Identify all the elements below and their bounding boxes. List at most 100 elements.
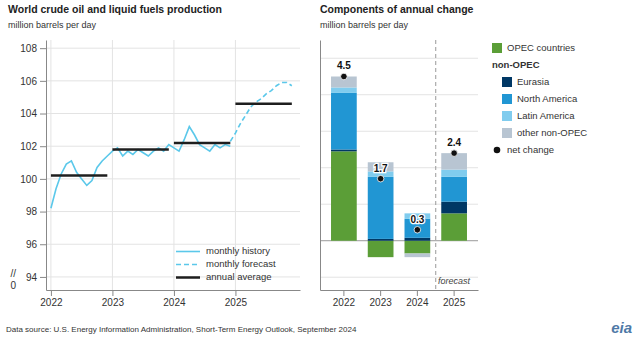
x-axis-tick: 2022 xyxy=(40,290,63,308)
x-axis-tick: 2025 xyxy=(443,290,466,308)
y-axis-tick: 104 xyxy=(20,108,46,119)
tick-label: 104 xyxy=(20,108,37,119)
bar xyxy=(368,177,394,239)
y-axis-tick: 106 xyxy=(20,76,46,87)
legend-swatch xyxy=(176,276,200,279)
x-axis-tick: 2023 xyxy=(370,290,393,308)
tick-mark xyxy=(40,179,46,180)
tick-label: 2022 xyxy=(333,297,356,308)
y-axis xyxy=(320,41,321,291)
tick-label: 106 xyxy=(20,76,37,87)
tick-mark xyxy=(40,114,46,115)
y-axis-tick: 100 xyxy=(20,174,46,185)
grid-line xyxy=(46,48,300,49)
grid xyxy=(46,40,300,290)
legend-swatch xyxy=(502,94,512,104)
left-panel: 2022202320242025949698100102104106108//0… xyxy=(10,40,300,308)
legend-swatch xyxy=(176,264,200,266)
y-axis-tick: 102 xyxy=(20,141,46,152)
line xyxy=(230,82,292,141)
grid-line xyxy=(46,211,300,212)
tick-label: 2025 xyxy=(225,297,248,308)
segment xyxy=(112,148,168,151)
tick-label: 96 xyxy=(26,239,38,250)
point xyxy=(414,226,421,233)
chart: 2022202320242025949698100102104106108//0… xyxy=(0,0,640,338)
legend: monthly historymonthly forecastannual av… xyxy=(176,245,276,282)
legend-item: monthly history xyxy=(176,245,270,256)
tick-mark xyxy=(40,146,46,147)
y-axis-label: million barrels per day xyxy=(320,20,409,30)
legend-item: other non-OPEC xyxy=(502,127,587,138)
legend-label: Eurasia xyxy=(517,76,550,87)
tick-mark xyxy=(40,48,46,49)
bar xyxy=(405,241,431,254)
grid-line xyxy=(50,40,51,290)
data-label: 0.3 xyxy=(410,214,424,225)
tick-mark xyxy=(40,212,46,213)
tick-label: 2022 xyxy=(40,297,63,308)
tick-label: 108 xyxy=(20,43,37,54)
x-axis: 2022 2023 2024 2025 xyxy=(321,290,479,308)
grid-line xyxy=(46,178,300,179)
tick-label: 2024 xyxy=(163,297,186,308)
legend-item: Latin America xyxy=(502,110,575,121)
bar xyxy=(441,177,467,202)
data-label: 4.5 xyxy=(337,60,351,71)
data-label: 2.4 xyxy=(447,137,461,148)
grid xyxy=(320,58,478,277)
bar xyxy=(441,202,467,214)
tick-mark xyxy=(40,244,46,245)
tick-label: 100 xyxy=(20,174,37,185)
bar xyxy=(405,238,431,241)
legend-item: Eurasia xyxy=(502,76,550,87)
logo: eia xyxy=(611,319,632,336)
footer: Data source: U.S. Energy Information Adm… xyxy=(6,325,357,334)
bar xyxy=(331,151,357,240)
tick-label: 2023 xyxy=(102,297,125,308)
x-axis-tick: 2023 xyxy=(102,290,125,308)
x-axis-tick: 2024 xyxy=(163,290,186,308)
right-panel: 2022 2023 2024 2025 4.5 1.7 0.3 2.4 forecast OPEC… xyxy=(320,40,587,308)
annotation: forecast xyxy=(438,276,471,286)
bar xyxy=(441,170,467,177)
segment xyxy=(174,142,230,145)
legend-item: monthly forecast xyxy=(176,258,276,269)
legend-group: non-OPEC xyxy=(492,59,540,70)
legend-label: other non-OPEC xyxy=(517,127,587,138)
tick-mark xyxy=(40,81,46,82)
point xyxy=(451,150,458,157)
plot-area xyxy=(51,82,292,208)
forecast-separator xyxy=(435,40,436,290)
tick-label: 2023 xyxy=(370,297,393,308)
legend-item: North America xyxy=(502,93,578,104)
grid-line xyxy=(173,40,174,290)
tick-mark xyxy=(454,290,455,296)
chart-title: Components of annual change xyxy=(320,3,474,15)
bar xyxy=(368,239,394,241)
tick-label: 2025 xyxy=(443,297,466,308)
legend-label: North America xyxy=(517,93,578,104)
grid-line xyxy=(46,113,300,114)
tick-mark xyxy=(174,290,175,296)
legend-label: OPEC countries xyxy=(507,42,575,53)
plot-area xyxy=(331,73,467,257)
point xyxy=(341,73,348,80)
x-axis: 2022 2023 2024 2025 xyxy=(40,290,300,308)
tick-label: 94 xyxy=(26,272,38,283)
data-label: 1.7 xyxy=(374,163,388,174)
axis-break-label: 0 xyxy=(10,280,16,291)
legend-item: net change xyxy=(494,144,554,155)
legend-swatch xyxy=(502,77,512,87)
x-axis-line xyxy=(47,290,301,291)
data-labels: 4.5 1.7 0.3 2.4 xyxy=(337,60,462,224)
y-axis-tick: 98 xyxy=(26,206,46,217)
tick-label: 2024 xyxy=(406,297,429,308)
bar xyxy=(331,149,357,151)
legend-label: monthly history xyxy=(206,245,270,256)
y-axis-line xyxy=(46,41,47,291)
line xyxy=(51,127,230,209)
segment xyxy=(51,174,107,177)
x-axis-tick: 2025 xyxy=(225,290,248,308)
bar xyxy=(441,213,467,240)
